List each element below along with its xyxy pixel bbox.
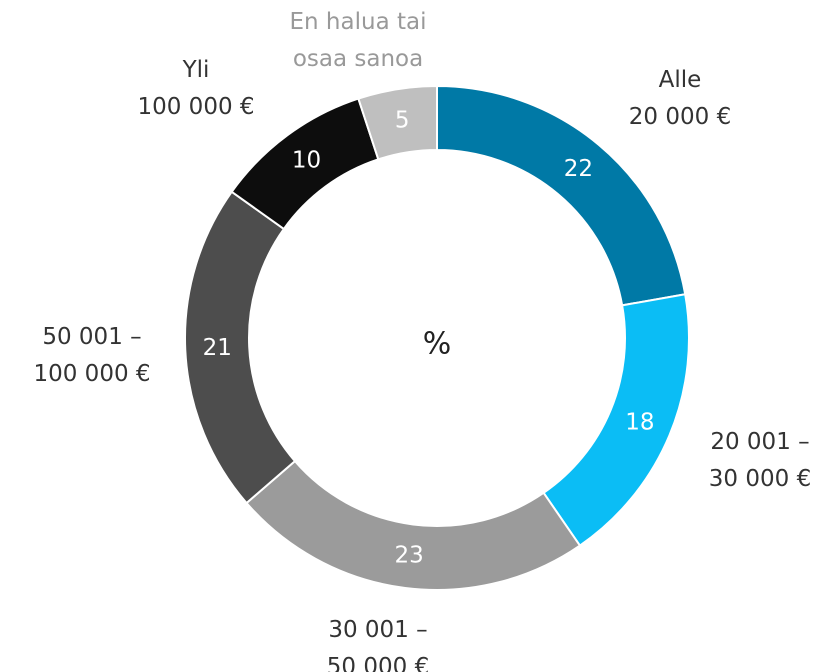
category-label-line: 30 000 € xyxy=(709,466,811,492)
category-label: Yli 100 000 € xyxy=(137,57,254,120)
category-label-line: Yli xyxy=(182,57,210,83)
category-label: 30 001 – 50 000 € xyxy=(327,617,429,672)
category-label-line: En halua tai xyxy=(290,9,427,35)
category-label-line: 100 000 € xyxy=(137,94,254,120)
category-label-line: 20 001 – xyxy=(710,429,809,455)
value-label: 10 xyxy=(292,147,321,173)
category-label-line: 20 000 € xyxy=(629,104,731,130)
value-label: 21 xyxy=(203,335,232,361)
center-label: % xyxy=(423,327,452,362)
category-label-line: 50 000 € xyxy=(327,654,429,672)
category-label: 20 001 – 30 000 € xyxy=(709,429,811,492)
value-label: 5 xyxy=(395,107,410,133)
category-label: Alle 20 000 € xyxy=(629,67,731,130)
category-label-line: 100 000 € xyxy=(33,361,150,387)
category-label: En halua tai osaa sanoa xyxy=(290,9,427,72)
donut-segment xyxy=(184,190,297,505)
value-label: 23 xyxy=(395,543,424,569)
category-label-line: osaa sanoa xyxy=(293,46,423,72)
value-label: 22 xyxy=(564,156,593,182)
donut-segment xyxy=(542,293,690,547)
category-label-line: 50 001 – xyxy=(42,324,141,350)
category-label: 50 001 – 100 000 € xyxy=(33,324,150,387)
donut-segment xyxy=(357,84,438,161)
category-label-line: Alle xyxy=(659,67,702,93)
value-label: 18 xyxy=(625,409,654,435)
donut-segment xyxy=(245,459,582,591)
category-label-line: 30 001 – xyxy=(328,617,427,643)
